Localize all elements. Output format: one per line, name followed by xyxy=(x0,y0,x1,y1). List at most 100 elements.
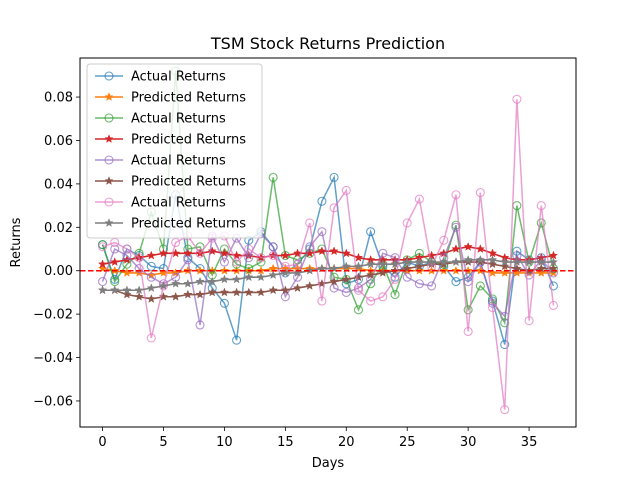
data-point xyxy=(110,244,120,254)
series-8-predicted xyxy=(97,254,559,295)
data-point xyxy=(183,255,193,265)
data-point xyxy=(524,257,534,267)
x-tick-label: 15 xyxy=(277,435,294,450)
data-point xyxy=(232,335,242,345)
data-point xyxy=(195,248,205,258)
legend-item: Predicted Returns xyxy=(95,91,246,106)
legend-item: Predicted Returns xyxy=(95,175,246,190)
data-point xyxy=(353,252,364,262)
data-point xyxy=(402,263,412,273)
data-point xyxy=(390,259,400,269)
y-tick-label: −0.06 xyxy=(33,394,73,409)
legend-item: Actual Returns xyxy=(95,196,226,211)
legend-label: Predicted Returns xyxy=(131,217,246,232)
data-point xyxy=(475,281,485,291)
legend-item: Predicted Returns xyxy=(95,133,246,148)
data-point xyxy=(244,272,254,282)
data-point xyxy=(341,185,351,195)
data-point xyxy=(451,257,461,267)
data-point xyxy=(280,285,291,295)
data-point xyxy=(146,283,156,293)
data-point xyxy=(329,246,339,256)
data-point xyxy=(475,254,486,264)
x-tick-label: 35 xyxy=(521,435,538,450)
data-point xyxy=(134,285,144,295)
data-point xyxy=(451,244,461,253)
data-point xyxy=(390,290,400,300)
data-point xyxy=(414,257,425,267)
data-point xyxy=(158,248,169,258)
data-point xyxy=(244,253,254,263)
data-point xyxy=(329,276,339,286)
data-point xyxy=(402,218,412,228)
data-point xyxy=(207,246,217,256)
data-point xyxy=(305,280,315,290)
data-point xyxy=(414,194,424,204)
data-point xyxy=(146,250,156,260)
data-point xyxy=(451,277,461,287)
data-point xyxy=(341,248,351,258)
data-point xyxy=(183,278,193,288)
data-point xyxy=(329,172,339,182)
data-point xyxy=(463,241,473,251)
data-point xyxy=(329,263,339,273)
data-point xyxy=(134,253,144,263)
data-point xyxy=(353,272,364,282)
y-tick-label: −0.04 xyxy=(33,351,73,366)
data-point xyxy=(451,265,461,275)
data-point xyxy=(110,285,120,295)
data-point xyxy=(487,259,498,269)
legend-marker xyxy=(104,71,114,81)
legend-label: Predicted Returns xyxy=(131,175,246,190)
data-point xyxy=(500,267,510,277)
axis-ticks: 0 5 10 15 20 25 30 35 −0.06 −0.04 −0.02 0.00 0.02 0.0… xyxy=(33,91,537,450)
legend: Actual Returns Predicted Returns Actual Re… xyxy=(86,63,263,239)
data-point xyxy=(256,272,266,282)
data-point xyxy=(231,274,242,284)
y-tick-label: 0.06 xyxy=(44,134,73,149)
data-point xyxy=(353,261,364,271)
data-point xyxy=(195,289,205,299)
legend-label: Actual Returns xyxy=(131,196,226,211)
legend-label: Actual Returns xyxy=(131,70,226,85)
data-point xyxy=(231,287,242,297)
data-point xyxy=(500,405,510,415)
data-point xyxy=(414,279,424,289)
data-point xyxy=(512,94,522,104)
data-point xyxy=(268,285,278,295)
data-point xyxy=(183,248,193,258)
data-point xyxy=(97,285,108,295)
legend-label: Actual Returns xyxy=(131,112,226,127)
data-point xyxy=(256,253,266,263)
data-point xyxy=(158,280,169,290)
y-tick-label: 0.02 xyxy=(44,221,73,236)
data-point xyxy=(268,172,278,182)
x-tick-label: 0 xyxy=(98,435,106,450)
data-point xyxy=(378,267,388,277)
data-point xyxy=(305,218,315,228)
legend-marker xyxy=(104,92,114,101)
data-point xyxy=(219,287,230,297)
data-point xyxy=(122,250,132,261)
data-point xyxy=(317,246,327,256)
data-point xyxy=(378,292,388,302)
axes-frame xyxy=(79,57,577,428)
data-point xyxy=(524,316,534,326)
data-point xyxy=(487,267,498,277)
data-point xyxy=(365,259,376,269)
legend-item: Actual Returns xyxy=(95,70,226,85)
legend-box xyxy=(86,63,263,239)
data-point xyxy=(366,227,376,237)
y-tick-label: 0.00 xyxy=(44,264,73,279)
data-point xyxy=(110,257,120,267)
legend-label: Actual Returns xyxy=(131,154,226,169)
data-point xyxy=(122,289,132,299)
legend-label: Predicted Returns xyxy=(131,133,246,148)
data-point xyxy=(170,278,181,288)
data-point xyxy=(146,272,156,282)
data-point xyxy=(500,257,510,267)
y-tick-label: 0.04 xyxy=(44,177,73,192)
legend-label: Predicted Returns xyxy=(131,91,246,106)
data-point xyxy=(475,244,486,253)
